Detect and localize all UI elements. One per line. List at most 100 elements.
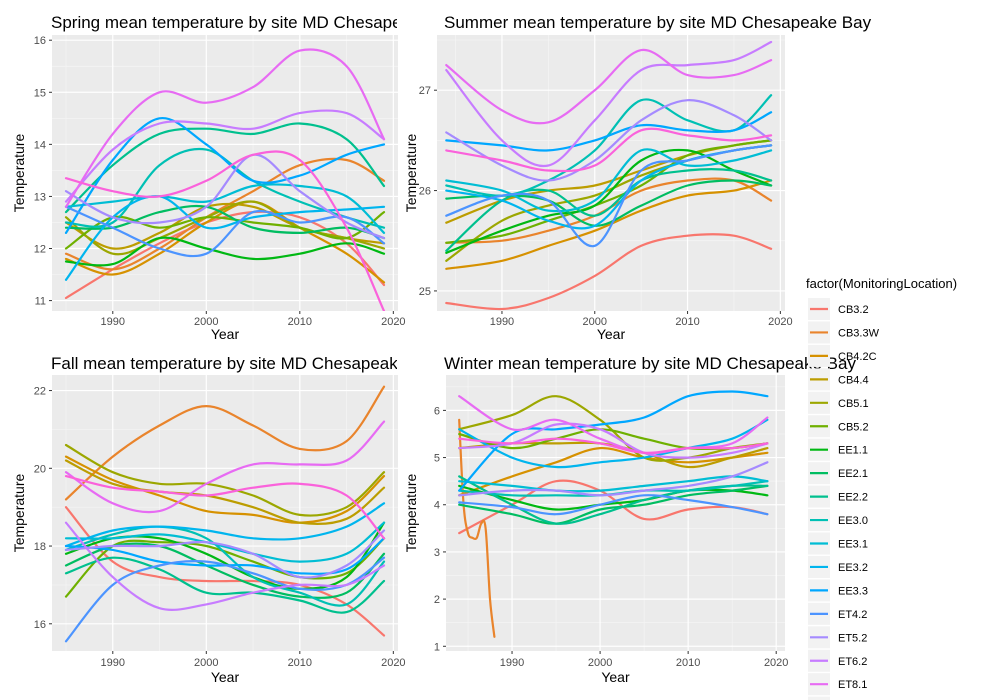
series-line-CB5.1: [64, 443, 386, 517]
series-line-ET4.2: [445, 144, 773, 247]
x-tick-label: 1990: [101, 316, 125, 328]
series-line-EE3.1: [445, 148, 773, 213]
series-line-CB5.1: [64, 200, 386, 256]
y-tick-label: 27: [419, 85, 431, 97]
series-line-ET5.2: [445, 99, 773, 182]
x-axis-label: Year: [211, 669, 240, 685]
y-tick-label: 3: [434, 547, 440, 559]
series-line-ET8.1: [64, 48, 386, 208]
y-tick-label: 16: [34, 619, 46, 631]
x-tick-label: 2000: [194, 657, 218, 669]
legend-item: ET8.1: [808, 673, 867, 696]
y-tick-label: 18: [34, 541, 46, 553]
legend-label: EE3.1: [838, 539, 868, 551]
y-axis-label: Temperature: [403, 133, 419, 212]
y-tick-label: 26: [419, 186, 431, 198]
legend-item: ET6.2: [808, 649, 867, 672]
y-tick-label: 4: [434, 500, 440, 512]
x-axis-label: Year: [597, 326, 626, 342]
panel-summer: 1990 2000 2010 2020 25 26 27 Summer mean temper…: [403, 13, 872, 342]
series-line-ET8.1: [64, 420, 386, 514]
legend-item: EE3.2: [808, 555, 868, 578]
legend-item: CB4.2C: [808, 344, 877, 367]
series-line-CB4.2C: [64, 455, 386, 524]
legend-label: ET5.2: [838, 632, 867, 644]
legend-title: factor(MonitoringLocation): [806, 276, 957, 291]
legend-item: EE3.0: [808, 509, 868, 532]
legend-label: EE3.2: [838, 562, 868, 574]
legend-label: CB3.3W: [838, 327, 880, 339]
x-tick-label: 2010: [288, 316, 312, 328]
legend-label: EE3.0: [838, 515, 868, 527]
series-line-EE1.1: [445, 148, 773, 254]
series-group-summer: [445, 40, 773, 311]
y-axis-label: Temperature: [403, 473, 419, 552]
series-line-CB3.3W: [458, 418, 496, 638]
legend-item: EE1.1: [808, 438, 868, 461]
legend-label: EE2.1: [838, 468, 868, 480]
series-line-ET8.1: [445, 48, 773, 125]
series-group-fall: [64, 385, 386, 643]
legend-label: CB5.2: [838, 421, 869, 433]
legend-item: CB3.3W: [808, 321, 880, 344]
legend-key: [808, 696, 830, 700]
panel-spring: 1990 2000 2010 2020 11 12 13 14 15 16 Spring mean …: [11, 13, 463, 342]
series-line-CB3.3W: [64, 385, 386, 501]
legend-label: ET4.2: [838, 609, 867, 621]
legend-label: CB3.2: [838, 304, 869, 316]
x-tick-label: 2010: [676, 657, 700, 669]
series-line-ET6.2: [445, 40, 773, 168]
x-tick-label: 2020: [764, 657, 788, 669]
series-line-LE1.1: [64, 150, 386, 311]
y-tick-label: 2: [434, 594, 440, 606]
y-tick-label: 12: [34, 244, 46, 256]
x-tick-label: 1990: [500, 657, 524, 669]
series-line-LE1.1: [458, 437, 769, 454]
legend-label: EE2.2: [838, 492, 868, 504]
legend-item: CB4.4: [808, 368, 869, 391]
legend-item: LE1.1: [808, 696, 830, 700]
x-tick-label: 2010: [675, 316, 699, 328]
legend-label: EE3.3: [838, 585, 868, 597]
legend-item: CB3.2: [808, 298, 869, 320]
y-tick-label: 25: [419, 286, 431, 298]
series-line-ET6.2: [64, 521, 386, 611]
x-axis-label: Year: [211, 326, 240, 342]
chart-title-spring: Spring mean temperature by site MD Chesa…: [51, 13, 463, 32]
panel-winter: 1990 2000 2010 2020 1 2 3 4 5 6 Winter mean temper…: [403, 354, 856, 685]
series-line-EE2.2: [64, 556, 386, 614]
legend-item: EE3.1: [808, 532, 868, 555]
x-tick-label: 2000: [194, 316, 218, 328]
chart-title-winter: Winter mean temperature by site MD Chesa…: [444, 354, 856, 373]
chart-title-summer: Summer mean temperature by site MD Chesa…: [444, 13, 872, 32]
y-axis-label: Temperature: [11, 133, 27, 212]
legend-label: ET6.2: [838, 656, 867, 668]
x-tick-label: 2000: [583, 316, 607, 328]
legend-item: EE3.3: [808, 579, 868, 602]
legend-label: CB4.2C: [838, 351, 877, 363]
series-line-ET6.2: [64, 109, 386, 203]
series-line-CB5.2: [445, 139, 773, 244]
x-tick-label: 2010: [288, 657, 312, 669]
y-tick-label: 15: [34, 87, 46, 99]
series-line-EE3.3: [458, 390, 769, 492]
series-group-winter: [458, 390, 769, 638]
series-group-spring: [64, 48, 386, 311]
series-line-EE3.0: [64, 525, 386, 607]
series-line-ET4.2: [64, 205, 386, 258]
y-tick-label: 13: [34, 191, 46, 203]
series-line-EE3.1: [64, 183, 386, 234]
x-tick-label: 1990: [490, 316, 514, 328]
series-line-EE2.1: [64, 204, 386, 240]
y-tick-label: 14: [34, 139, 46, 151]
legend-item: ET5.2: [808, 626, 867, 649]
legend-item: ET4.2: [808, 602, 867, 625]
series-line-EE2.2: [64, 122, 386, 214]
x-tick-label: 1990: [101, 657, 125, 669]
y-tick-label: 16: [34, 35, 46, 47]
legend-item: EE2.1: [808, 462, 868, 485]
y-axis-label: Temperature: [11, 473, 27, 552]
series-line-ET4.2: [458, 494, 769, 516]
series-line-EE3.3: [64, 117, 386, 234]
series-line-CB3.2: [64, 506, 386, 637]
